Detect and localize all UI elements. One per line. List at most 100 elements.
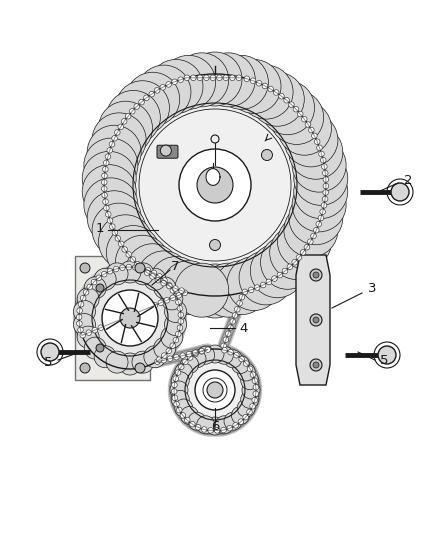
Circle shape [247, 409, 252, 415]
Circle shape [224, 350, 242, 368]
Circle shape [144, 268, 166, 290]
Circle shape [104, 205, 109, 211]
Circle shape [137, 65, 191, 119]
Circle shape [164, 297, 170, 303]
Circle shape [182, 290, 187, 296]
Circle shape [313, 272, 319, 278]
Circle shape [261, 235, 314, 289]
Circle shape [165, 301, 187, 322]
Circle shape [144, 346, 166, 368]
Circle shape [130, 108, 135, 114]
Circle shape [162, 278, 167, 283]
Polygon shape [296, 255, 330, 385]
Circle shape [250, 403, 255, 409]
Circle shape [188, 412, 206, 430]
Circle shape [106, 351, 128, 373]
Circle shape [279, 93, 284, 99]
Circle shape [175, 53, 229, 107]
Circle shape [320, 209, 325, 214]
Circle shape [228, 325, 233, 330]
Circle shape [77, 308, 82, 313]
Circle shape [91, 279, 97, 285]
Circle shape [261, 80, 314, 135]
Circle shape [320, 157, 326, 163]
Circle shape [239, 251, 293, 305]
Circle shape [146, 305, 152, 311]
Circle shape [297, 111, 303, 117]
Circle shape [391, 183, 409, 201]
Circle shape [231, 356, 250, 374]
Circle shape [167, 356, 173, 361]
Circle shape [250, 244, 304, 298]
Circle shape [92, 327, 98, 333]
Circle shape [186, 351, 192, 357]
Circle shape [175, 263, 229, 317]
Circle shape [132, 351, 154, 373]
Circle shape [323, 183, 328, 189]
Circle shape [292, 138, 346, 192]
Circle shape [87, 191, 141, 245]
Circle shape [178, 312, 184, 318]
Circle shape [80, 333, 85, 338]
Circle shape [241, 390, 259, 408]
Circle shape [102, 199, 108, 205]
Circle shape [106, 212, 111, 217]
Circle shape [250, 372, 256, 377]
Circle shape [250, 78, 256, 84]
Circle shape [94, 346, 116, 368]
Circle shape [120, 308, 140, 328]
Circle shape [125, 114, 131, 119]
Circle shape [293, 107, 299, 112]
Circle shape [224, 412, 242, 430]
Circle shape [106, 91, 160, 144]
Circle shape [133, 264, 138, 270]
Circle shape [176, 300, 181, 305]
Circle shape [242, 289, 248, 295]
Circle shape [311, 233, 316, 239]
Circle shape [204, 75, 209, 80]
Circle shape [247, 366, 253, 372]
Circle shape [322, 196, 328, 202]
Circle shape [165, 313, 187, 336]
Circle shape [206, 417, 224, 435]
Circle shape [172, 395, 178, 401]
Circle shape [300, 249, 306, 255]
Circle shape [106, 263, 128, 285]
Circle shape [180, 356, 198, 374]
Circle shape [161, 288, 183, 310]
Polygon shape [206, 168, 220, 185]
Circle shape [277, 272, 283, 278]
Circle shape [237, 399, 255, 417]
Circle shape [313, 317, 319, 323]
Circle shape [78, 302, 84, 307]
Circle shape [77, 326, 99, 348]
Circle shape [126, 264, 132, 270]
Circle shape [99, 215, 152, 269]
Circle shape [102, 290, 158, 346]
Circle shape [321, 164, 327, 169]
Circle shape [270, 225, 324, 280]
Circle shape [184, 75, 190, 80]
Circle shape [155, 277, 161, 283]
Circle shape [110, 320, 116, 326]
Circle shape [319, 151, 324, 157]
Circle shape [239, 356, 244, 362]
Circle shape [118, 241, 124, 247]
Circle shape [178, 77, 184, 83]
Circle shape [174, 401, 179, 407]
Text: 5: 5 [44, 356, 52, 368]
Circle shape [284, 203, 338, 257]
Circle shape [215, 416, 233, 434]
Circle shape [120, 265, 125, 270]
Circle shape [133, 103, 297, 267]
Circle shape [230, 75, 235, 80]
Circle shape [314, 139, 320, 144]
Circle shape [254, 285, 260, 290]
Circle shape [112, 135, 117, 141]
Circle shape [322, 170, 328, 176]
Circle shape [227, 256, 281, 311]
Circle shape [134, 104, 140, 109]
Text: 4: 4 [240, 321, 248, 335]
Circle shape [162, 55, 215, 109]
Circle shape [185, 360, 245, 420]
